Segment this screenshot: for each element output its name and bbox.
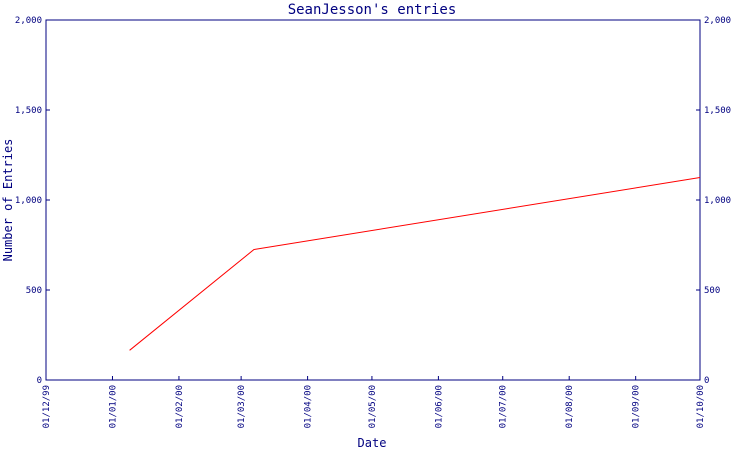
x-tick-label: 01/05/00 bbox=[368, 385, 378, 428]
axis-ticks: 0 0 500 500 1,000 1,000 1,500 1,500 2,000 2,000 01… bbox=[15, 16, 731, 428]
y-tick-label-right: 1,500 bbox=[704, 106, 731, 116]
plot-area bbox=[45, 19, 701, 381]
x-tick-label: 01/01/00 bbox=[108, 385, 118, 428]
x-tick-label: 01/12/99 bbox=[42, 385, 52, 428]
x-tick-label: 01/06/00 bbox=[434, 385, 444, 428]
y-tick-label-left: 500 bbox=[26, 286, 42, 296]
series-line bbox=[129, 177, 701, 351]
y-axis-title: Number of Entries bbox=[1, 139, 15, 262]
x-axis-title: Date bbox=[358, 436, 387, 450]
x-tick-label: 01/08/00 bbox=[565, 385, 575, 428]
y-tick-label-left: 0 bbox=[37, 376, 42, 386]
y-tick-label-left: 1,000 bbox=[15, 196, 42, 206]
chart-title: SeanJesson's entries bbox=[288, 2, 457, 18]
y-tick-label-right: 0 bbox=[704, 376, 709, 386]
y-tick-label-left: 1,500 bbox=[15, 106, 42, 116]
x-tick-label: 01/04/00 bbox=[304, 385, 314, 428]
x-tick-label: 01/02/00 bbox=[175, 385, 185, 428]
y-tick-label-left: 2,000 bbox=[15, 16, 42, 26]
y-tick-label-right: 1,000 bbox=[704, 196, 731, 206]
y-tick-label-right: 500 bbox=[704, 286, 720, 296]
x-tick-label: 01/09/00 bbox=[632, 385, 642, 428]
y-tick-label-right: 2,000 bbox=[704, 16, 731, 26]
x-tick-label: 01/07/00 bbox=[499, 385, 509, 428]
x-tick-label: 01/03/00 bbox=[237, 385, 247, 428]
x-tick-label: 01/10/00 bbox=[696, 385, 706, 428]
series-layer bbox=[129, 177, 701, 351]
